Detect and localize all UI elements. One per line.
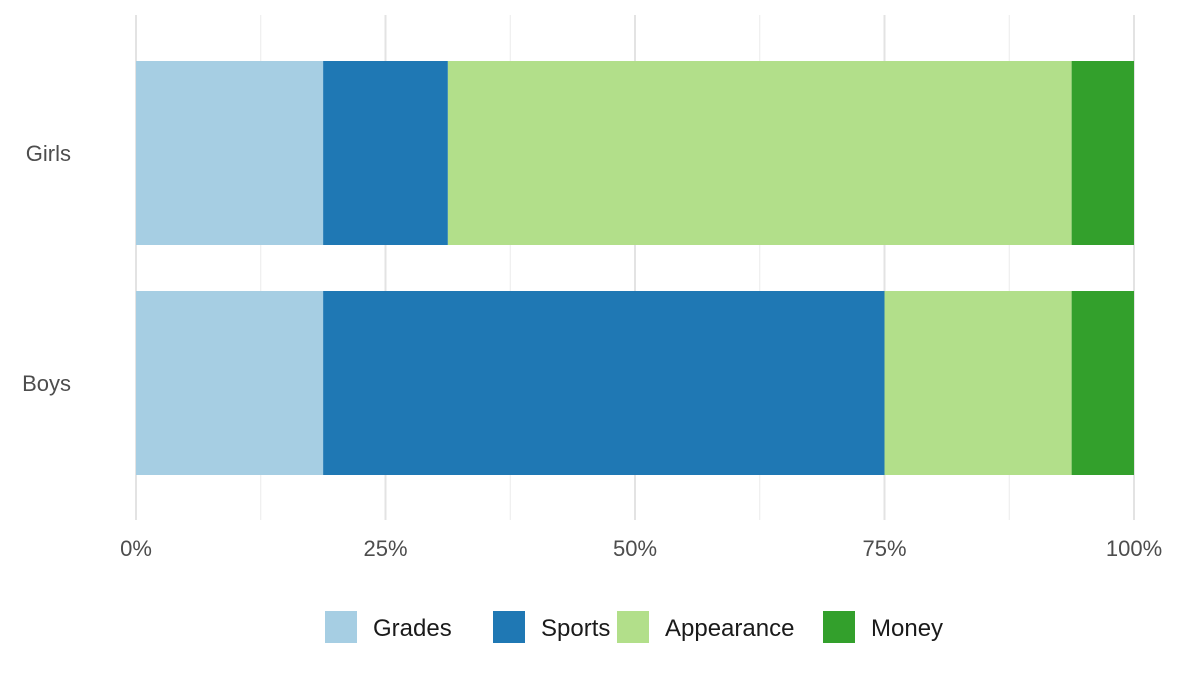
bar-girls-grades — [136, 61, 324, 245]
x-axis-labels: 0% 25% 50% 75% 100% — [120, 536, 1162, 561]
legend-swatch — [493, 611, 525, 643]
y-axis-labels: Girls Boys — [22, 141, 71, 396]
bars — [136, 61, 1134, 475]
legend: Grades Sports Appearance Money — [325, 611, 943, 643]
x-tick-label: 25% — [363, 536, 407, 561]
legend-label: Sports — [541, 615, 610, 642]
x-tick-label: 75% — [862, 536, 906, 561]
bar-boys-money — [1071, 291, 1134, 475]
legend-swatch — [617, 611, 649, 643]
bar-boys-grades — [136, 291, 324, 475]
y-tick-label: Girls — [26, 141, 71, 166]
bar-girls-money — [1071, 61, 1134, 245]
legend-label: Grades — [373, 615, 452, 642]
x-tick-label: 100% — [1106, 536, 1162, 561]
bar-boys-appearance — [884, 291, 1072, 475]
legend-swatch — [823, 611, 855, 643]
legend-swatch — [325, 611, 357, 643]
legend-label: Money — [871, 615, 943, 642]
bar-girls-appearance — [447, 61, 1072, 245]
bar-girls-sports — [323, 61, 448, 245]
bar-boys-sports — [323, 291, 885, 475]
legend-label: Appearance — [665, 615, 794, 642]
y-tick-label: Boys — [22, 371, 71, 396]
x-tick-label: 0% — [120, 536, 152, 561]
x-tick-label: 50% — [613, 536, 657, 561]
